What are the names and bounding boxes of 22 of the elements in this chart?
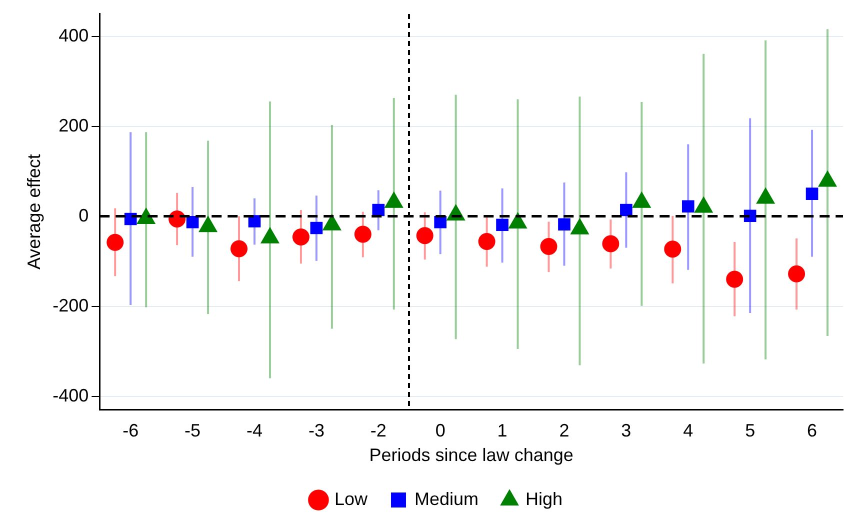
x-tick-label: 5	[745, 420, 756, 441]
x-tick-label: -5	[184, 420, 201, 441]
x-tick-label: 0	[435, 420, 446, 441]
x-tick-label: 1	[497, 420, 508, 441]
y-axis-title: Average effect	[24, 154, 44, 270]
x-tick-label: -4	[246, 420, 263, 441]
legend-label: Medium	[414, 488, 479, 509]
legend-label: High	[526, 488, 563, 509]
x-tick-label: 2	[559, 420, 570, 441]
x-axis-title: Periods since law change	[369, 445, 574, 466]
x-tick-label: -6	[122, 420, 139, 441]
x-tick-label: -2	[370, 420, 386, 441]
x-tick-label: 3	[621, 420, 632, 441]
x-tick-label: -3	[308, 420, 324, 441]
legend-label: Low	[334, 488, 368, 509]
x-tick-label: 6	[807, 420, 818, 441]
y-tick-label: 0	[78, 205, 89, 226]
y-tick-label: 400	[58, 25, 89, 46]
x-tick-label: 4	[683, 420, 694, 441]
y-tick-label: 200	[58, 115, 89, 136]
y-tick-label: -400	[52, 385, 89, 406]
y-tick-label: -200	[52, 295, 89, 316]
